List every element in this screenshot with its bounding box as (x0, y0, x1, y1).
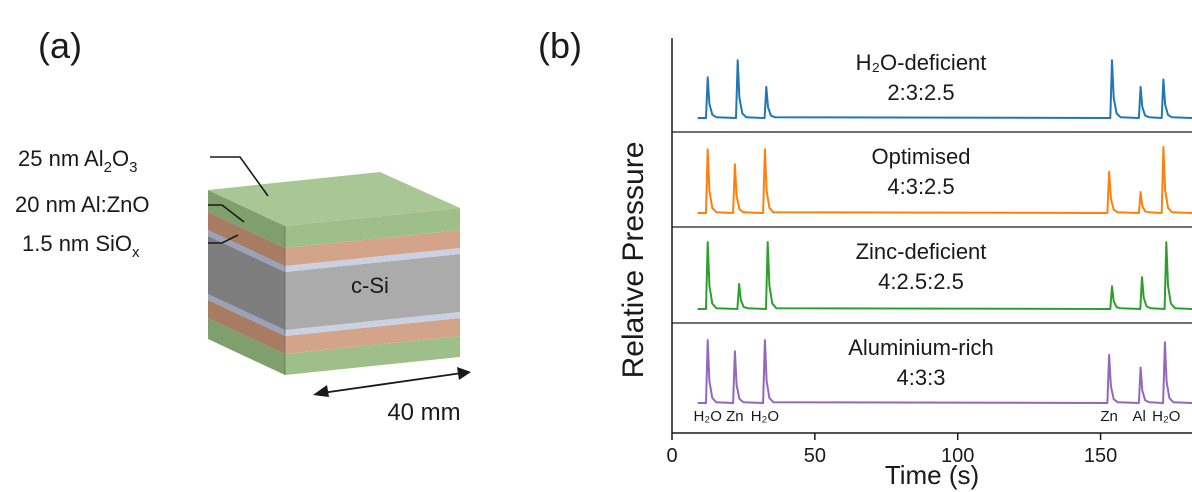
annotation-lines (208, 156, 269, 244)
trace-zinc-deficient (697, 241, 1192, 310)
x-tick-label: 150 (1084, 445, 1117, 467)
series-ratio: 4:3:3 (897, 365, 946, 390)
series-title: Aluminium-rich (848, 335, 993, 360)
x-tick-label: 100 (941, 445, 974, 467)
pulse-label: H₂O (751, 408, 779, 425)
substrate-label: c-Si (351, 273, 389, 298)
trace-h2o-deficient (697, 59, 1192, 119)
dimension-label: 40 mm (387, 399, 460, 426)
panel-b: (b) Relative Pressure H₂O-deficient 2:3:2… (538, 25, 1192, 490)
trace-optimised (697, 146, 1192, 214)
x-tick-label: 0 (666, 445, 677, 467)
layer-stack (208, 172, 460, 375)
x-ticks: 0 50 100 150 (666, 433, 1117, 467)
top-al2o3-side (285, 208, 460, 248)
pulse-label: Zn (726, 408, 744, 425)
plot-area (671, 38, 1192, 434)
azo-label: 20 nm Al:ZnO (15, 192, 150, 217)
pulse-label: H₂O (694, 408, 722, 425)
bottom-al2o3-side (285, 336, 460, 375)
bottom-siox-side (285, 312, 460, 336)
pulse-labels: H₂O Zn H₂O Zn Al H₂O (694, 408, 1181, 425)
bottom-azo-side (285, 318, 460, 354)
series-title: H₂O-deficient (856, 50, 987, 75)
bottom-azo-front (208, 300, 285, 354)
series-ratio: 4:3:2.5 (887, 174, 954, 199)
pulse-label: H₂O (1152, 408, 1180, 425)
series-title: Zinc-deficient (856, 239, 987, 264)
siox-leader (208, 234, 239, 244)
x-tick-label: 50 (804, 445, 826, 467)
x-axis-label: Time (s) (885, 460, 979, 490)
traces (697, 59, 1192, 404)
al2o3-leader (210, 156, 269, 197)
dimension-arrow (313, 367, 471, 397)
series-ratio: 2:3:2.5 (887, 80, 954, 105)
al2o3-label: 25 nm Al2O3 (18, 146, 137, 176)
siox-label: 1.5 nm SiOx (22, 231, 140, 261)
panel-b-label: (b) (538, 25, 582, 66)
silicon-side (285, 254, 460, 330)
pulse-label: Al (1132, 408, 1145, 425)
series-labels: H₂O-deficient 2:3:2.5 Optimised 4:3:2.5 Zinc… (848, 50, 993, 390)
series-ratio: 4:2.5:2.5 (878, 269, 964, 294)
bottom-siox-front (208, 294, 285, 336)
top-azo-side (285, 230, 460, 266)
bottom-al2o3-front (208, 318, 285, 375)
top-azo-front (208, 212, 285, 266)
y-axis-label: Relative Pressure (617, 142, 650, 379)
top-al2o3-top (208, 172, 460, 226)
top-siox-side (285, 248, 460, 272)
panel-a-label: (a) (38, 25, 82, 66)
silicon-front (208, 236, 285, 330)
azo-leader (208, 204, 245, 223)
series-title: Optimised (871, 144, 970, 169)
top-al2o3-front (208, 190, 285, 248)
trace-aluminium-rich (697, 339, 1192, 404)
panel-a: (a) (15, 25, 471, 426)
pulse-label: Zn (1100, 408, 1118, 425)
